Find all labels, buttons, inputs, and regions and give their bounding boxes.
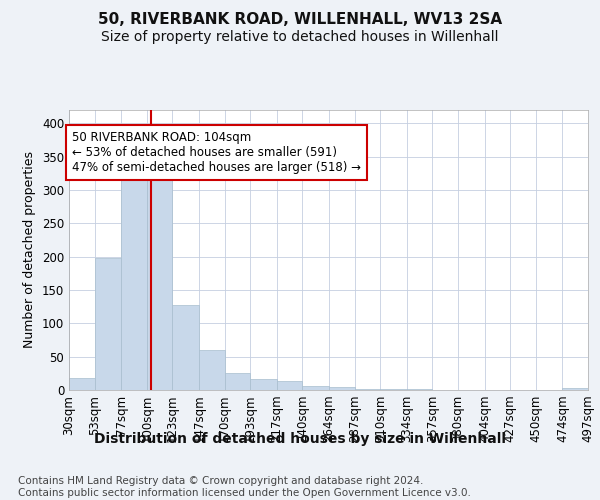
Bar — [147, 174, 172, 390]
Bar — [302, 386, 329, 390]
Bar — [224, 374, 250, 390]
Y-axis label: Number of detached properties: Number of detached properties — [23, 152, 37, 348]
Bar — [69, 378, 95, 390]
Text: Contains HM Land Registry data © Crown copyright and database right 2024.
Contai: Contains HM Land Registry data © Crown c… — [18, 476, 471, 498]
Bar — [121, 176, 147, 390]
Bar — [172, 304, 199, 390]
Text: 50, RIVERBANK ROAD, WILLENHALL, WV13 2SA: 50, RIVERBANK ROAD, WILLENHALL, WV13 2SA — [98, 12, 502, 28]
Bar — [199, 350, 224, 390]
Text: Size of property relative to detached houses in Willenhall: Size of property relative to detached ho… — [101, 30, 499, 44]
Text: Distribution of detached houses by size in Willenhall: Distribution of detached houses by size … — [94, 432, 506, 446]
Bar — [250, 380, 277, 390]
Text: 50 RIVERBANK ROAD: 104sqm
← 53% of detached houses are smaller (591)
47% of semi: 50 RIVERBANK ROAD: 104sqm ← 53% of detac… — [73, 132, 361, 174]
Bar — [562, 388, 588, 390]
Bar — [355, 388, 380, 390]
Bar — [95, 258, 121, 390]
Bar — [329, 386, 355, 390]
Bar — [277, 380, 302, 390]
